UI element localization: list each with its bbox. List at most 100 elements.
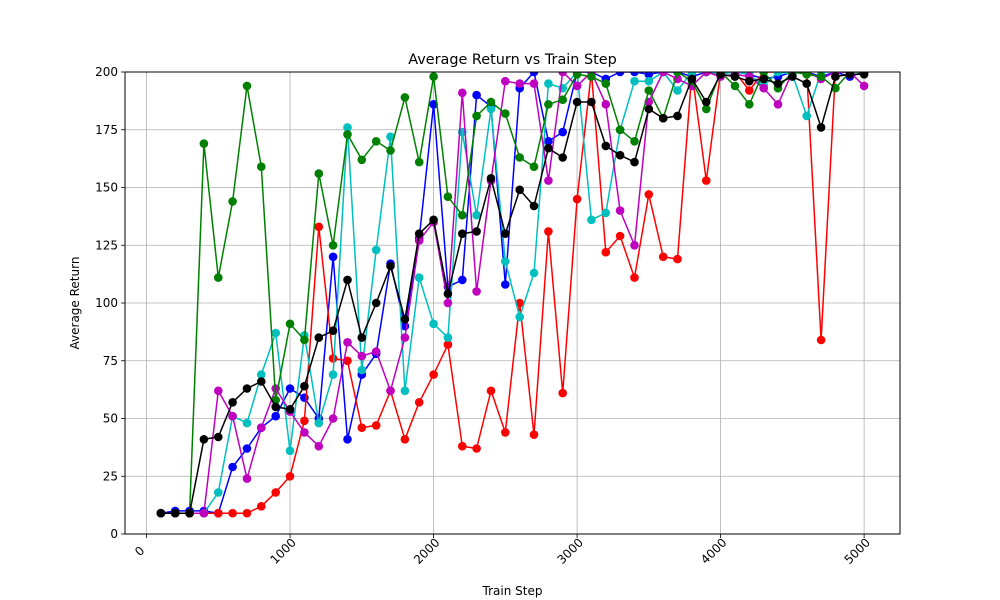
data-point: [357, 365, 367, 375]
data-point: [859, 72, 869, 79]
data-point: [644, 76, 654, 86]
data-point: [472, 111, 481, 121]
data-point: [357, 155, 367, 165]
data-point: [630, 157, 639, 167]
data-point: [228, 462, 237, 472]
data-point: [300, 428, 309, 437]
data-point: [343, 338, 352, 347]
data-point: [242, 474, 252, 483]
data-point: [458, 88, 467, 98]
y-tick-label: 0: [110, 527, 118, 541]
data-point: [515, 185, 524, 195]
data-point: [529, 268, 539, 278]
data-point: [658, 72, 668, 77]
data-point: [486, 386, 496, 396]
data-point: [558, 153, 567, 162]
data-point: [558, 388, 567, 398]
data-point: [615, 72, 625, 77]
data-point: [343, 435, 352, 444]
data-point: [472, 210, 481, 220]
data-point: [802, 111, 811, 121]
data-point: [687, 74, 697, 84]
data-point: [371, 347, 381, 356]
data-point: [601, 208, 611, 218]
data-point: [371, 245, 381, 255]
data-point: [673, 72, 682, 77]
data-point: [501, 76, 510, 86]
data-point: [816, 72, 826, 81]
data-point: [458, 275, 467, 285]
data-point: [615, 150, 625, 160]
data-point: [228, 398, 237, 407]
data-point: [529, 162, 539, 171]
data-point: [544, 100, 553, 109]
data-point: [730, 72, 740, 81]
data-point: [285, 446, 295, 456]
data-point: [257, 502, 266, 511]
data-point: [271, 488, 281, 497]
data-point: [572, 194, 582, 204]
y-tick-label: 175: [95, 123, 118, 137]
data-point: [759, 74, 768, 84]
data-point: [357, 351, 367, 361]
data-point: [472, 227, 481, 236]
data-point: [458, 441, 467, 451]
data-point: [214, 273, 223, 282]
data-point: [773, 72, 783, 77]
data-point: [601, 79, 611, 88]
data-point: [788, 72, 797, 81]
data-point: [285, 384, 295, 393]
data-point: [371, 137, 381, 146]
data-point: [486, 97, 496, 107]
data-point: [156, 508, 166, 518]
chart-title: Average Return vs Train Step: [408, 52, 616, 68]
data-point: [587, 97, 596, 107]
data-point: [601, 141, 611, 151]
data-point: [429, 72, 438, 81]
data-point: [414, 229, 424, 238]
data-point: [472, 287, 481, 296]
data-point: [644, 104, 654, 114]
data-point: [443, 289, 453, 299]
y-tick-label: 200: [95, 65, 118, 79]
x-axis-label: Train Step: [482, 584, 543, 598]
series-4: [156, 72, 869, 518]
data-point: [214, 386, 223, 396]
data-point: [257, 423, 266, 433]
data-point: [587, 215, 596, 225]
data-point: [314, 418, 324, 428]
data-point: [343, 275, 352, 285]
data-point: [242, 81, 252, 91]
data-point: [529, 79, 539, 88]
data-point: [170, 508, 180, 518]
data-point: [558, 72, 567, 77]
data-point: [429, 215, 438, 225]
data-point: [242, 418, 252, 428]
data-point: [314, 222, 324, 232]
data-point: [486, 104, 496, 114]
data-point: [328, 414, 338, 423]
data-point: [501, 109, 510, 118]
data-point: [745, 86, 754, 95]
data-point: [414, 273, 424, 282]
data-point: [314, 333, 324, 342]
data-point: [386, 386, 395, 396]
data-point: [271, 328, 281, 338]
data-point: [271, 402, 281, 412]
data-point: [515, 79, 524, 88]
data-point: [314, 441, 324, 451]
data-point: [199, 435, 209, 444]
data-point: [716, 72, 725, 79]
data-point: [357, 333, 367, 342]
data-point: [472, 90, 481, 100]
data-point: [515, 153, 524, 162]
data-point: [199, 508, 209, 518]
data-point: [257, 377, 266, 386]
data-point: [429, 370, 438, 379]
y-tick-label: 50: [103, 412, 118, 426]
data-point: [228, 197, 237, 206]
data-point: [745, 76, 754, 86]
data-point: [501, 428, 510, 437]
data-point: [257, 162, 266, 171]
y-tick-label: 25: [103, 469, 118, 483]
